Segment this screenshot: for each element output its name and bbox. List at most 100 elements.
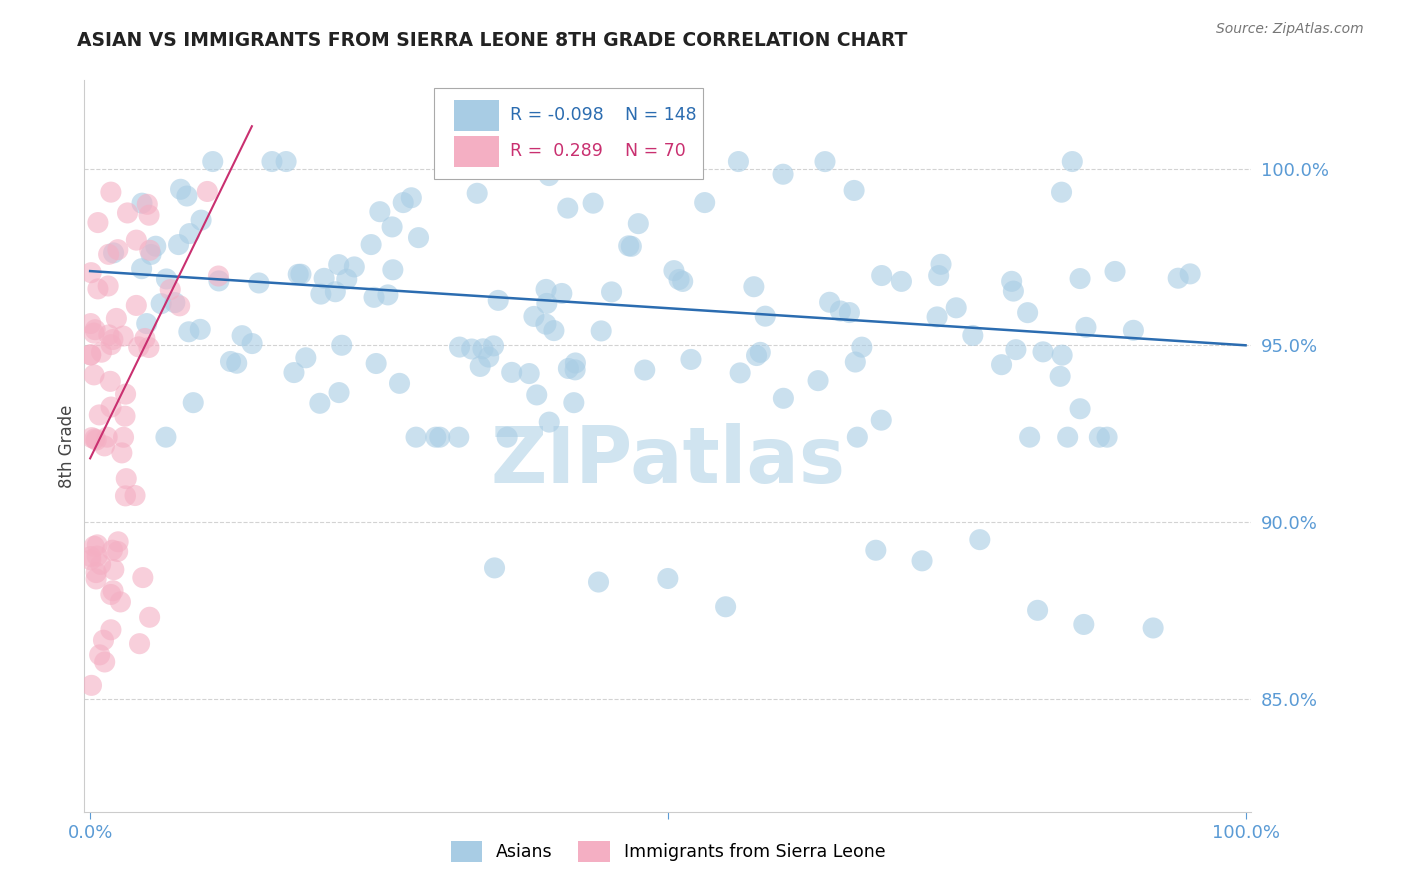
Point	[1178, 267, 1201, 281]
Point	[536, 296, 558, 310]
Point	[219, 354, 242, 368]
Point	[107, 534, 129, 549]
Point	[87, 216, 110, 230]
Point	[100, 623, 122, 637]
Point	[693, 195, 716, 210]
Point	[830, 304, 852, 318]
Point	[100, 400, 122, 414]
Point	[150, 296, 173, 310]
Point	[408, 230, 430, 244]
Point	[465, 186, 488, 201]
Point	[657, 572, 679, 586]
Point	[990, 358, 1012, 372]
Point	[1002, 284, 1025, 298]
Point	[135, 317, 157, 331]
Point	[107, 544, 129, 558]
Point	[112, 329, 135, 343]
Point	[83, 539, 105, 553]
Point	[844, 355, 866, 369]
Point	[1142, 621, 1164, 635]
Point	[969, 533, 991, 547]
Point	[207, 268, 229, 283]
Point	[928, 268, 950, 283]
Point	[132, 571, 155, 585]
Point	[1062, 154, 1084, 169]
Point	[100, 185, 122, 199]
Point	[93, 439, 115, 453]
Point	[1050, 185, 1073, 199]
Point	[627, 217, 650, 231]
Point	[84, 323, 107, 337]
Point	[114, 409, 136, 424]
Point	[429, 430, 451, 444]
Point	[662, 263, 685, 277]
Point	[136, 197, 159, 211]
Point	[620, 239, 643, 253]
Point	[401, 191, 423, 205]
Point	[392, 195, 415, 210]
Point	[283, 366, 305, 380]
Bar	[454, 136, 499, 167]
Point	[111, 446, 134, 460]
Legend: Asians, Immigrants from Sierra Leone: Asians, Immigrants from Sierra Leone	[444, 834, 891, 869]
Point	[138, 208, 160, 222]
Point	[1049, 369, 1071, 384]
Point	[231, 328, 253, 343]
Point	[1074, 320, 1097, 334]
Point	[381, 262, 404, 277]
Point	[139, 247, 162, 261]
Point	[679, 352, 702, 367]
Point	[138, 610, 160, 624]
Point	[114, 489, 136, 503]
Point	[201, 154, 224, 169]
Point	[80, 549, 103, 564]
Point	[582, 196, 605, 211]
Point	[668, 272, 690, 286]
Point	[84, 572, 107, 586]
Point	[100, 337, 122, 351]
Point	[110, 595, 132, 609]
Point	[159, 283, 181, 297]
Point	[460, 342, 482, 356]
Point	[377, 288, 399, 302]
Point	[115, 472, 138, 486]
Point	[131, 261, 153, 276]
Point	[478, 350, 501, 364]
Point	[328, 258, 350, 272]
Point	[634, 363, 657, 377]
Point	[83, 326, 105, 340]
Point	[145, 239, 167, 253]
Point	[714, 599, 737, 614]
Point	[84, 566, 107, 580]
Point	[925, 310, 948, 324]
Point	[125, 298, 148, 312]
Point	[742, 279, 765, 293]
Text: Source: ZipAtlas.com: Source: ZipAtlas.com	[1216, 22, 1364, 37]
Point	[97, 247, 120, 261]
Point	[195, 185, 218, 199]
Point	[538, 169, 561, 183]
Point	[80, 348, 103, 362]
Point	[470, 359, 492, 374]
Point	[308, 396, 330, 410]
Point	[745, 349, 768, 363]
Text: ASIAN VS IMMIGRANTS FROM SIERRA LEONE 8TH GRADE CORRELATION CHART: ASIAN VS IMMIGRANTS FROM SIERRA LEONE 8T…	[77, 31, 908, 50]
Point	[672, 274, 695, 288]
Point	[1032, 344, 1054, 359]
Point	[177, 325, 200, 339]
Point	[89, 648, 111, 662]
Bar	[454, 100, 499, 131]
Point	[330, 338, 353, 352]
Point	[501, 365, 523, 379]
Point	[169, 299, 191, 313]
FancyBboxPatch shape	[434, 87, 703, 179]
Point	[1095, 430, 1118, 444]
Point	[617, 239, 640, 253]
Point	[814, 154, 837, 169]
Point	[80, 553, 103, 567]
Point	[343, 260, 366, 274]
Text: ZIPatlas: ZIPatlas	[491, 423, 845, 499]
Point	[93, 633, 115, 648]
Point	[366, 357, 388, 371]
Point	[97, 327, 120, 342]
